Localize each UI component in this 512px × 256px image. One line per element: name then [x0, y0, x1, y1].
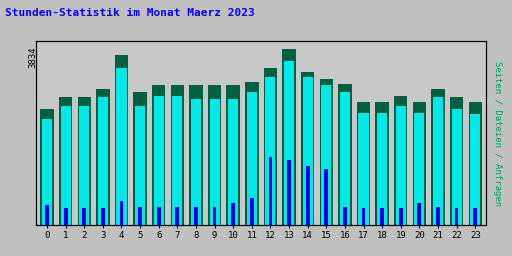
Text: Stunden-Statistik im Monat Maerz 2023: Stunden-Statistik im Monat Maerz 2023	[5, 8, 255, 18]
Bar	[474, 208, 477, 225]
Bar	[431, 89, 445, 225]
Bar	[343, 207, 347, 225]
Bar	[282, 49, 296, 225]
Bar	[287, 161, 291, 225]
Bar	[226, 85, 240, 225]
Bar	[45, 205, 49, 225]
Bar	[134, 92, 147, 225]
Bar	[208, 85, 221, 225]
Bar	[154, 95, 164, 225]
Bar	[231, 203, 235, 225]
Bar	[433, 97, 443, 225]
Bar	[321, 85, 331, 225]
Bar	[79, 106, 89, 225]
Bar	[82, 208, 86, 225]
Bar	[269, 157, 272, 225]
Bar	[301, 72, 314, 225]
Bar	[303, 77, 313, 225]
Bar	[157, 207, 161, 225]
Bar	[247, 92, 257, 225]
Bar	[417, 203, 421, 225]
Bar	[377, 113, 387, 225]
Bar	[96, 89, 110, 225]
Bar	[250, 198, 253, 225]
Bar	[115, 55, 128, 225]
Bar	[414, 113, 424, 225]
Bar	[468, 102, 482, 225]
Bar	[42, 120, 52, 225]
Bar	[413, 102, 426, 225]
Bar	[338, 84, 352, 225]
Bar	[399, 208, 402, 225]
Bar	[138, 207, 142, 225]
Bar	[245, 82, 259, 225]
Bar	[170, 85, 184, 225]
Bar	[120, 201, 123, 225]
Bar	[194, 207, 198, 225]
Bar	[380, 208, 384, 225]
Bar	[116, 68, 126, 225]
Bar	[209, 99, 220, 225]
Bar	[450, 97, 463, 225]
Bar	[191, 99, 201, 225]
Bar	[101, 208, 105, 225]
Bar	[176, 207, 179, 225]
Bar	[452, 109, 462, 225]
Bar	[340, 92, 350, 225]
Bar	[265, 77, 275, 225]
Bar	[358, 113, 369, 225]
Bar	[306, 166, 310, 225]
Bar	[436, 207, 440, 225]
Bar	[64, 208, 68, 225]
Bar	[189, 85, 203, 225]
Bar	[264, 68, 277, 225]
Text: 3834: 3834	[29, 47, 38, 68]
Bar	[40, 109, 54, 225]
Bar	[98, 97, 108, 225]
Bar	[357, 102, 370, 225]
Bar	[361, 208, 366, 225]
Y-axis label: Seiten / Dateien / Anfragen: Seiten / Dateien / Anfragen	[494, 61, 502, 206]
Bar	[212, 207, 217, 225]
Bar	[284, 61, 294, 225]
Bar	[325, 169, 328, 225]
Bar	[135, 106, 145, 225]
Bar	[152, 85, 165, 225]
Bar	[319, 79, 333, 225]
Bar	[60, 106, 71, 225]
Bar	[394, 95, 408, 225]
Bar	[228, 99, 238, 225]
Bar	[173, 95, 182, 225]
Bar	[455, 208, 458, 225]
Bar	[77, 97, 91, 225]
Bar	[375, 102, 389, 225]
Bar	[470, 114, 480, 225]
Bar	[396, 106, 406, 225]
Bar	[59, 97, 72, 225]
